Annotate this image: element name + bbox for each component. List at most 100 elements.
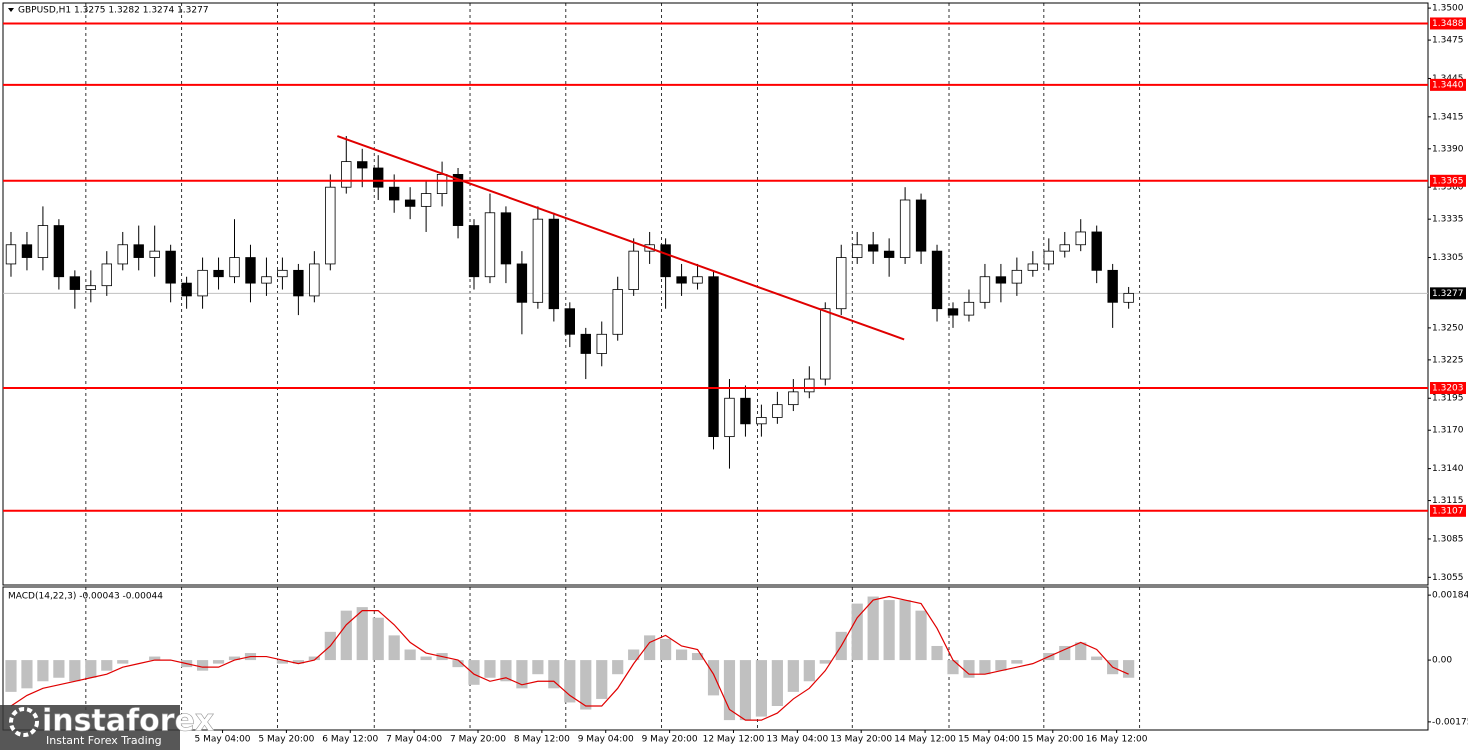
macd-bar — [468, 660, 480, 685]
y-tick-label: 1.3195 — [1432, 394, 1464, 404]
macd-bar — [947, 660, 959, 675]
macd-bar — [388, 635, 400, 661]
candle-body — [947, 308, 959, 316]
candle-body — [564, 308, 575, 335]
macd-bar — [979, 660, 991, 675]
candle-body — [85, 285, 97, 290]
candle-body — [1075, 231, 1086, 246]
title-icon — [8, 8, 14, 12]
macd-bar — [707, 660, 720, 696]
macd-bar — [117, 660, 129, 664]
macd-bar — [516, 660, 528, 689]
x-tick-label: 9 May 04:00 — [578, 735, 634, 745]
macd-bar — [660, 638, 672, 661]
trendline — [336, 135, 905, 341]
macd-bar — [340, 610, 352, 661]
candle-body — [21, 244, 33, 258]
macd-bar — [500, 660, 512, 682]
candle-body — [452, 174, 464, 226]
candle-body — [181, 282, 192, 297]
candle-body — [1091, 231, 1102, 271]
candle-body — [516, 263, 528, 303]
macd-bar — [771, 660, 783, 706]
level-label: 1.3440 — [1432, 80, 1464, 90]
macd-bar — [149, 656, 161, 661]
candle-body — [229, 257, 240, 278]
macd-bar — [675, 649, 688, 661]
macd-bar — [1075, 642, 1087, 661]
macd-bar — [899, 600, 911, 661]
macd-bar — [851, 603, 863, 661]
level-label: 1.3488 — [1432, 19, 1464, 29]
macd-bar — [1011, 660, 1023, 664]
macd-bar — [931, 645, 943, 661]
candle-body — [820, 308, 831, 380]
y-tick-label: 1.3475 — [1432, 36, 1464, 46]
macd-bar — [1091, 656, 1103, 661]
candle-body — [197, 269, 208, 297]
x-tick-label: 7 May 04:00 — [386, 735, 442, 745]
candle-body — [915, 199, 927, 252]
macd-bar — [915, 610, 927, 661]
macd-bar — [803, 660, 815, 682]
watermark-logo — [9, 707, 39, 737]
macd-y-tick-label: 0.00 — [1432, 656, 1452, 666]
macd-bar — [1059, 645, 1071, 661]
candle-body — [53, 225, 65, 278]
level-label: 1.3203 — [1432, 384, 1464, 394]
candle-body — [692, 276, 703, 284]
macd-bar — [532, 660, 544, 675]
candle-body — [37, 225, 49, 258]
candle-body — [676, 276, 687, 284]
candle-body — [373, 167, 384, 188]
macd-bar — [356, 607, 368, 661]
candle-body — [852, 244, 863, 258]
candle-body — [883, 250, 895, 258]
macd-bar — [228, 656, 241, 661]
x-tick-label: 6 May 12:00 — [322, 735, 378, 745]
macd-bar — [69, 660, 81, 682]
y-tick-label: 1.3170 — [1432, 426, 1464, 436]
candle-body — [213, 269, 224, 278]
last-price-label: 1.3277 — [1432, 289, 1464, 299]
x-tick-label: 14 May 12:00 — [894, 735, 956, 745]
candle-body — [117, 244, 128, 265]
candle-body — [1107, 269, 1118, 303]
y-tick-label: 1.3335 — [1432, 215, 1464, 225]
candle-body — [1043, 250, 1054, 265]
y-tick-label: 1.3115 — [1432, 496, 1464, 506]
candle-body — [436, 174, 448, 194]
y-tick-label: 1.3055 — [1432, 573, 1464, 583]
candle-body — [261, 276, 272, 284]
candle-body — [484, 212, 496, 278]
candle-body — [740, 397, 751, 425]
candle-body — [580, 333, 591, 354]
candle-body — [867, 244, 879, 252]
macd-bar — [53, 660, 65, 678]
x-tick-label: 15 May 04:00 — [958, 735, 1020, 745]
watermark-tagline: Instant Forex Trading — [46, 734, 162, 747]
candle-body — [69, 276, 81, 290]
candle-body — [660, 244, 671, 278]
candle-body — [804, 378, 815, 393]
candle-body — [979, 276, 991, 303]
candle-body — [388, 186, 400, 201]
macd-bar — [404, 649, 416, 661]
macd-bar — [372, 617, 384, 661]
x-tick-label: 13 May 20:00 — [830, 735, 892, 745]
candle-body — [293, 269, 304, 297]
candle-body — [101, 263, 112, 287]
y-tick-label: 1.3390 — [1432, 144, 1464, 154]
macd-bar — [612, 660, 624, 675]
macd-bar — [580, 660, 592, 710]
level-tag — [1430, 174, 1466, 187]
y-tick-label: 1.3500 — [1432, 4, 1464, 14]
macd-bar — [691, 653, 704, 661]
macd-bar — [819, 660, 831, 664]
macd-bar — [995, 660, 1007, 671]
y-tick-label: 1.3415 — [1432, 112, 1464, 122]
macd-bar — [787, 660, 799, 692]
candle-body — [341, 161, 352, 188]
macd-bar — [37, 660, 49, 682]
candle-body — [931, 250, 943, 310]
